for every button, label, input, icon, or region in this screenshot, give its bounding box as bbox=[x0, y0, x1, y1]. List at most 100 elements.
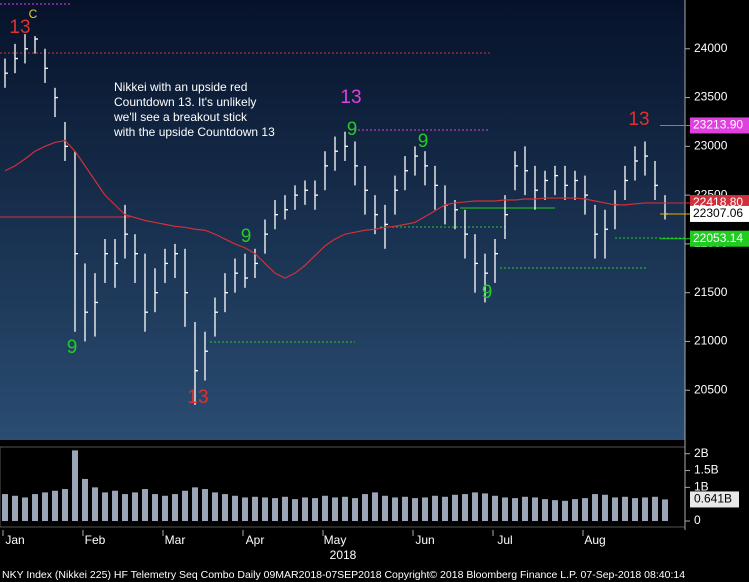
volume-bar bbox=[162, 495, 168, 521]
price-label: 22418.80 bbox=[693, 195, 743, 209]
volume-bar bbox=[252, 496, 258, 521]
volume-bar bbox=[242, 497, 248, 521]
volume-bar bbox=[92, 487, 98, 521]
volume-bar bbox=[502, 497, 508, 521]
volume-bar bbox=[32, 494, 38, 521]
x-tick-label: Jan bbox=[5, 533, 24, 547]
y-tick-label: 20500 bbox=[694, 382, 728, 396]
volume-bar bbox=[552, 500, 558, 521]
volume-tick-label: 0 bbox=[694, 513, 701, 527]
price-label: 22053.14 bbox=[693, 231, 743, 245]
volume-bar bbox=[182, 490, 188, 521]
td-count: 9 bbox=[482, 282, 493, 303]
price-label-box bbox=[690, 230, 749, 247]
volume-bar bbox=[532, 497, 538, 521]
x-tick-label: Aug bbox=[584, 533, 605, 547]
volume-bar bbox=[152, 494, 158, 521]
y-tick-label: 24000 bbox=[694, 41, 728, 55]
volume-tick-label: 1.5B bbox=[694, 463, 719, 477]
volume-bar bbox=[602, 494, 608, 521]
volume-bar bbox=[522, 496, 528, 521]
td-count: 9 bbox=[67, 337, 78, 358]
x-tick-label: Feb bbox=[85, 533, 106, 547]
volume-bar bbox=[122, 494, 128, 521]
y-tick-label: 21000 bbox=[694, 334, 728, 348]
volume-bar bbox=[322, 495, 328, 521]
x-tick-label: Apr bbox=[246, 533, 265, 547]
volume-bar bbox=[2, 494, 8, 521]
year-label: 2018 bbox=[330, 548, 357, 562]
x-tick-label: Jun bbox=[415, 533, 434, 547]
volume-bar bbox=[432, 495, 438, 521]
volume-bar bbox=[22, 497, 28, 521]
td-count: 13 bbox=[187, 387, 208, 408]
volume-bar bbox=[582, 498, 588, 521]
volume-bar bbox=[382, 495, 388, 521]
volume-bar bbox=[492, 495, 498, 521]
volume-bar bbox=[482, 493, 488, 521]
x-tick-label: May bbox=[324, 533, 347, 547]
volume-bar bbox=[292, 499, 298, 521]
volume-bar bbox=[462, 494, 468, 521]
volume-bar bbox=[202, 489, 208, 521]
y-tick-label: 23500 bbox=[694, 90, 728, 104]
footer: NKY Index (Nikkei 225) HF Telemetry Seq … bbox=[2, 569, 685, 581]
td-count: 13 bbox=[340, 87, 361, 108]
volume-bar bbox=[272, 498, 278, 521]
td-count: C bbox=[29, 7, 38, 21]
volume-bar bbox=[112, 490, 118, 521]
annotation-line: Nikkei with an upside red bbox=[114, 80, 247, 94]
price-label: 22307.06 bbox=[693, 206, 743, 220]
levels bbox=[0, 3, 685, 343]
volume-bar bbox=[632, 498, 638, 521]
volume-bar bbox=[342, 496, 348, 521]
price-label-box bbox=[690, 205, 749, 222]
volume-label-box bbox=[690, 491, 739, 508]
volume-bar bbox=[542, 499, 548, 521]
volume-bar bbox=[562, 500, 568, 521]
annotation: Nikkei with an upside red Countdown 13. … bbox=[113, 80, 275, 139]
volume-tick-label: 1B bbox=[694, 480, 709, 494]
volume-bar bbox=[42, 492, 48, 521]
y-tick-label: 21500 bbox=[694, 285, 728, 299]
volume-bar bbox=[392, 497, 398, 521]
annotation-line: we'll see a breakout stick bbox=[113, 110, 248, 124]
volume-bar bbox=[662, 499, 668, 521]
volume-bar bbox=[442, 496, 448, 521]
volume-bar bbox=[12, 495, 18, 521]
volume-bar bbox=[422, 497, 428, 521]
td-count: 9 bbox=[347, 119, 358, 140]
volume-bar bbox=[512, 498, 518, 521]
volume-bar bbox=[362, 494, 368, 521]
volume-bar bbox=[72, 450, 78, 521]
volume-label: 0.641B bbox=[694, 492, 732, 506]
volume-bar bbox=[472, 492, 478, 521]
price-panel bbox=[0, 0, 685, 440]
td-count: 13 bbox=[9, 17, 30, 38]
volume-bar bbox=[282, 496, 288, 521]
volume-bar bbox=[402, 496, 408, 521]
volume-tick-label: 2B bbox=[694, 446, 709, 460]
volume-bar bbox=[132, 492, 138, 521]
td-count: 9 bbox=[418, 131, 429, 152]
volume-bar bbox=[312, 498, 318, 521]
volume-bar bbox=[192, 487, 198, 521]
volume-bar bbox=[142, 489, 148, 521]
volume-bar bbox=[372, 492, 378, 521]
td-count: 9 bbox=[241, 226, 252, 247]
footer-bar bbox=[0, 567, 749, 582]
volume-bar bbox=[62, 489, 68, 521]
volume-bar bbox=[572, 499, 578, 521]
volume-bar bbox=[452, 494, 458, 521]
volume-bar bbox=[172, 494, 178, 521]
volume-bar bbox=[232, 495, 238, 521]
volume-bar bbox=[592, 494, 598, 521]
volume-bar bbox=[612, 497, 618, 521]
volume-bar bbox=[652, 496, 658, 521]
volume-bar bbox=[52, 490, 58, 521]
annotation-line: with the upside Countdown 13 bbox=[113, 125, 275, 139]
volume-bar bbox=[102, 492, 108, 521]
volume-bar bbox=[332, 497, 338, 521]
